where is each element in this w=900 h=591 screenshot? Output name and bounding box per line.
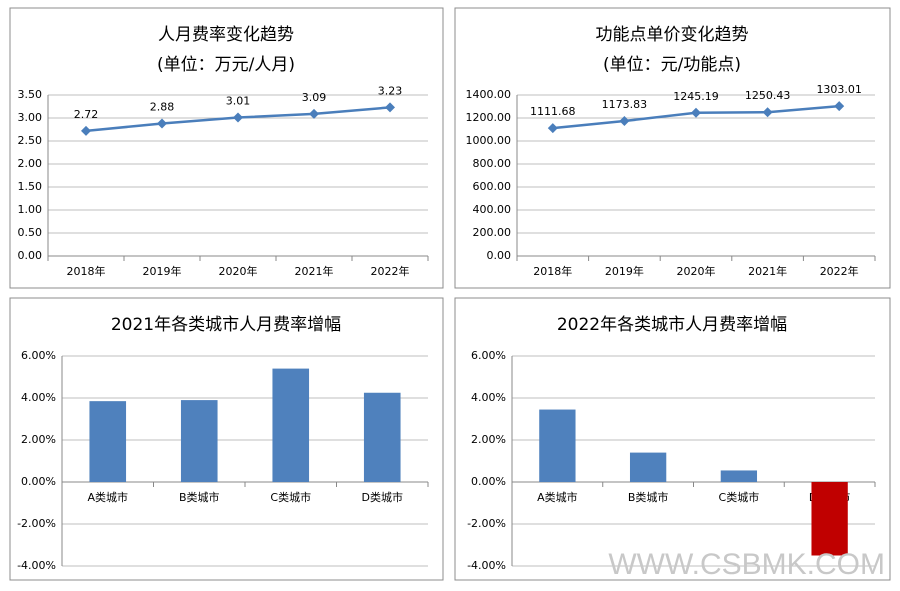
y-tick-label: 0.00% xyxy=(21,475,56,488)
y-tick-label: 1.50 xyxy=(18,180,43,193)
x-tick-label: 2022年 xyxy=(371,264,410,278)
x-tick-label: 2021年 xyxy=(748,264,787,278)
y-tick-label: -2.00% xyxy=(17,517,56,530)
y-tick-label: 1200.00 xyxy=(466,111,512,124)
x-tick-label: 2018年 xyxy=(67,264,106,278)
y-tick-label: 6.00% xyxy=(471,349,506,362)
bar xyxy=(811,482,848,556)
bar xyxy=(180,400,218,482)
y-tick-label: 400.00 xyxy=(473,203,512,216)
marker xyxy=(233,112,243,123)
x-tick-label-overlay: D类城市 xyxy=(362,490,403,504)
x-tick-label-overlay: B类城市 xyxy=(628,490,669,504)
x-tick-label: 2020年 xyxy=(677,264,716,278)
x-tick-label: 2020年 xyxy=(219,264,258,278)
y-tick-label: -4.00% xyxy=(17,559,56,572)
y-tick-label: 1400.00 xyxy=(466,88,512,101)
y-tick-label: 2.50 xyxy=(18,134,43,147)
y-tick-label: 0.00 xyxy=(487,249,512,262)
panel xyxy=(454,7,891,289)
data-label: 1303.01 xyxy=(816,83,862,96)
y-tick-label: 0.00% xyxy=(471,475,506,488)
marker xyxy=(157,118,167,129)
y-tick-label: 4.00% xyxy=(471,391,506,404)
x-tick-label: D类城市 xyxy=(362,490,403,504)
marker xyxy=(81,125,91,136)
y-tick-label: 1.00 xyxy=(18,203,43,216)
y-tick-label: 3.00 xyxy=(18,111,43,124)
y-tick-label: 1000.00 xyxy=(466,134,512,147)
chart-title: 功能点单价变化趋势 xyxy=(596,25,749,45)
x-tick-label: C类城市 xyxy=(719,490,760,504)
x-tick-label: B类城市 xyxy=(628,490,669,504)
x-tick-label: B类城市 xyxy=(179,490,220,504)
x-tick-label-overlay: A类城市 xyxy=(537,490,578,504)
bar xyxy=(720,470,758,482)
y-tick-label: 800.00 xyxy=(473,157,512,170)
y-tick-label: 6.00% xyxy=(21,349,56,362)
x-tick-label: 2022年 xyxy=(820,264,859,278)
x-tick-label: A类城市 xyxy=(87,490,128,504)
x-tick-label: 2019年 xyxy=(605,264,644,278)
panel xyxy=(9,7,444,289)
data-label: 1250.43 xyxy=(745,89,791,102)
x-tick-label: 2021年 xyxy=(295,264,334,278)
chart-title: 2022年各类城市人月费率增幅 xyxy=(557,315,787,335)
data-label: 1173.83 xyxy=(602,98,648,111)
bar xyxy=(89,401,127,482)
marker xyxy=(834,101,845,112)
y-tick-label: 2.00% xyxy=(21,433,56,446)
x-tick-label-overlay: A类城市 xyxy=(87,490,128,504)
chart-title: 2021年各类城市人月费率增幅 xyxy=(111,315,341,335)
bar xyxy=(539,409,576,482)
data-label: 2.72 xyxy=(74,108,99,121)
marker xyxy=(619,116,630,127)
bar xyxy=(629,452,667,482)
watermark: WWW.CSBMK.COM xyxy=(608,548,885,581)
marker xyxy=(547,123,558,134)
y-tick-label: 2.00 xyxy=(18,157,43,170)
data-label: 3.23 xyxy=(378,84,403,97)
data-label: 2.88 xyxy=(150,101,175,114)
marker xyxy=(691,107,701,118)
marker xyxy=(385,102,395,113)
chart-title: 人月费率变化趋势 xyxy=(158,25,294,45)
y-tick-label: 200.00 xyxy=(473,226,512,239)
y-tick-label: 0.50 xyxy=(18,226,43,239)
y-tick-label: 0.00 xyxy=(18,249,43,262)
bar xyxy=(363,392,401,482)
marker xyxy=(309,108,319,119)
data-label: 1245.19 xyxy=(673,90,719,103)
x-tick-label-overlay: C类城市 xyxy=(270,490,311,504)
chart-subtitle: (单位：元/功能点) xyxy=(603,55,741,75)
bar xyxy=(272,368,310,482)
x-tick-label-overlay: D类城市 xyxy=(809,490,850,504)
x-tick-label: C类城市 xyxy=(270,490,311,504)
y-tick-label: -2.00% xyxy=(467,517,506,530)
x-tick-label: A类城市 xyxy=(537,490,578,504)
y-tick-label: 2.00% xyxy=(471,433,506,446)
x-tick-label: 2018年 xyxy=(533,264,572,278)
marker xyxy=(762,107,773,118)
y-tick-label: 4.00% xyxy=(21,391,56,404)
x-tick-label-overlay: B类城市 xyxy=(179,490,220,504)
chart-subtitle: (单位：万元/人月) xyxy=(157,55,295,75)
y-tick-label: 3.50 xyxy=(18,88,43,101)
data-label: 3.09 xyxy=(302,91,327,104)
data-label: 1111.68 xyxy=(530,105,576,118)
y-tick-label: 600.00 xyxy=(473,180,512,193)
data-label: 3.01 xyxy=(226,95,251,108)
y-tick-label: -4.00% xyxy=(467,559,506,572)
x-tick-label: 2019年 xyxy=(143,264,182,278)
x-tick-label-overlay: C类城市 xyxy=(719,490,760,504)
